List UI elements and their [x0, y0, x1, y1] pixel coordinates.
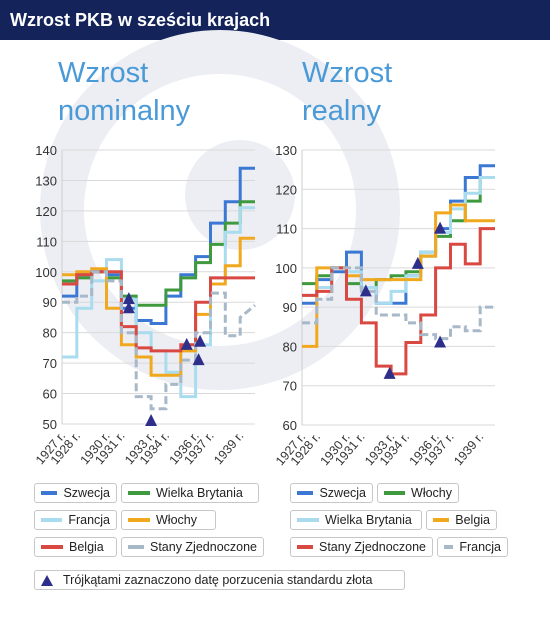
gold-standard-marker	[180, 337, 193, 350]
legend-label: Francja	[459, 540, 501, 554]
legend-item: Włochy	[377, 483, 459, 503]
legend-label: Belgia	[69, 540, 104, 554]
legend-item: Wielka Brytania	[121, 483, 259, 503]
y-tick-label: 80	[283, 339, 297, 354]
series-line-stany-zjednoczone	[302, 227, 495, 376]
y-tick-label: 120	[275, 182, 297, 197]
y-tick-label: 70	[43, 356, 57, 371]
chart-title-line-1: Wzrost	[58, 57, 148, 89]
legend-label: Szwecja	[63, 486, 110, 500]
legend-label: Włochy	[156, 513, 197, 527]
series-line-francja	[302, 266, 495, 341]
gold-standard-marker	[122, 301, 135, 314]
y-tick-label: 60	[43, 387, 57, 402]
legend-item: Szwecja	[34, 483, 117, 503]
y-tick-label: 120	[35, 204, 57, 219]
chart-title-line-2: nominalny	[58, 95, 191, 127]
legend-item: Belgia	[426, 510, 497, 530]
legend-item: Włochy	[121, 510, 216, 530]
legend-item: Francja	[34, 510, 117, 530]
x-tick-label: 1939 r.	[211, 429, 246, 467]
legend-item: Belgia	[34, 537, 117, 557]
footnote-box: Trójkątami zaznaczono datę porzucenia st…	[34, 570, 405, 590]
gold-standard-marker	[359, 284, 372, 297]
y-tick-label: 110	[276, 222, 297, 237]
legend-label: Wielka Brytania	[156, 486, 243, 500]
gold-standard-marker	[194, 334, 207, 347]
chart-title-line-2: realny	[302, 95, 381, 127]
y-tick-label: 60	[283, 418, 297, 433]
y-tick-label: 80	[43, 326, 57, 341]
y-tick-label: 130	[275, 143, 297, 158]
legend-item: Stany Zjednoczone	[121, 537, 264, 557]
legend-swatch	[297, 491, 314, 495]
legend-label: Szwecja	[319, 486, 366, 500]
legend-swatch	[128, 518, 150, 522]
legend-swatch	[41, 491, 58, 495]
y-tick-label: 100	[35, 265, 57, 280]
chart-title-line-1: Wzrost	[302, 57, 392, 89]
legend-item: Stany Zjednoczone	[290, 537, 433, 557]
y-tick-label: 130	[35, 173, 57, 188]
legend-swatch	[433, 518, 450, 522]
gold-standard-marker	[145, 413, 158, 426]
legend-swatch	[297, 518, 319, 522]
chart-panel-0: Wzrost nominalny 50 60 70 80 90 100 110 120 130 140…	[33, 57, 256, 467]
series-line-w-ochy	[62, 236, 255, 377]
y-tick-label: 70	[283, 379, 297, 394]
y-tick-label: 90	[283, 300, 297, 315]
legend-swatch	[128, 545, 144, 549]
legend-swatch	[297, 545, 313, 549]
gold-standard-marker	[434, 335, 447, 348]
page-title: Wzrost PKB w sześciu krajach	[0, 0, 550, 40]
y-tick-label: 100	[275, 261, 297, 276]
y-tick-label: 110	[36, 234, 57, 249]
legend-label: Stany Zjednoczone	[318, 540, 426, 554]
legend-label: Stany Zjednoczone	[149, 540, 257, 554]
y-tick-label: 50	[43, 417, 57, 432]
series-line-stany-zjednoczone	[62, 270, 256, 411]
legend-label: Francja	[68, 513, 110, 527]
x-tick-label: 1939 r.	[451, 430, 486, 468]
legend-swatch	[41, 518, 63, 522]
legend-swatch	[444, 545, 454, 549]
gold-standard-marker	[122, 292, 135, 305]
gold-standard-marker	[383, 366, 396, 379]
legend-swatch	[41, 545, 63, 549]
legend-label: Włochy	[411, 486, 452, 500]
y-tick-label: 90	[43, 295, 57, 310]
gold-standard-marker	[192, 353, 205, 366]
triangle-marker-icon	[41, 574, 53, 586]
legend-item: Wielka Brytania	[290, 510, 422, 530]
legend-label: Belgia	[455, 513, 490, 527]
legend-swatch	[128, 491, 150, 495]
gold-standard-marker	[434, 221, 447, 234]
gold-standard-marker	[411, 256, 424, 269]
footnote-label: Trójkątami zaznaczono datę porzucenia st…	[63, 573, 373, 587]
legend-item: Francja	[437, 537, 508, 557]
legend-swatch	[384, 491, 406, 495]
legend-label: Wielka Brytania	[325, 513, 412, 527]
legend-item: Szwecja	[290, 483, 373, 503]
y-tick-label: 140	[35, 143, 57, 158]
